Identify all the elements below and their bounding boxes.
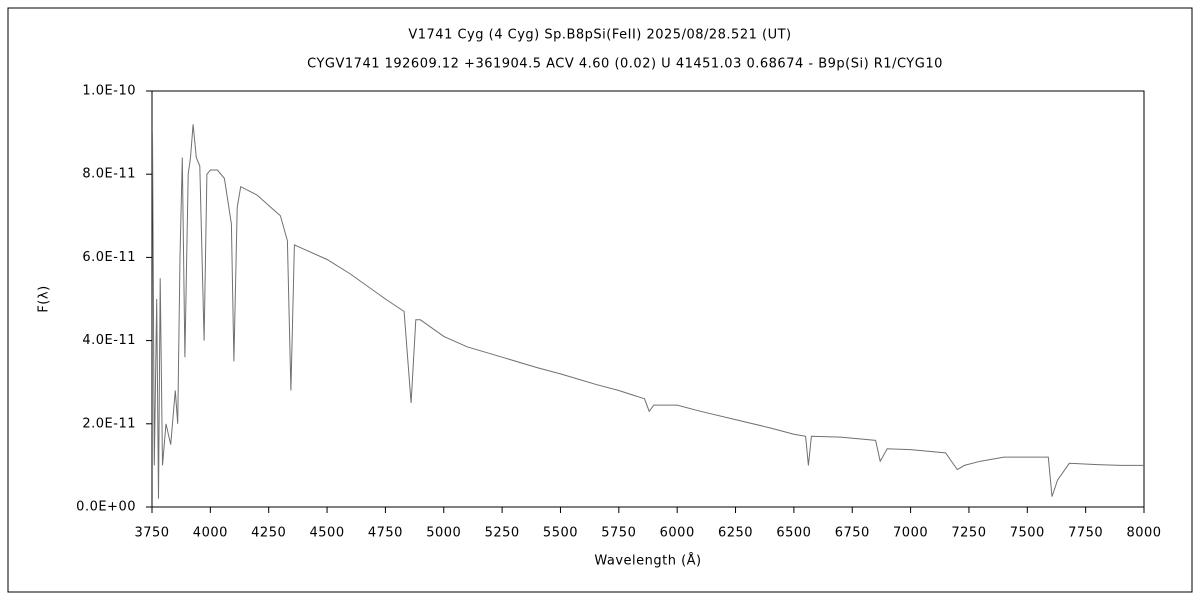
x-tick-label: 7750: [1068, 526, 1103, 541]
x-tick-label: 5750: [601, 526, 636, 541]
x-tick-label: 4000: [193, 526, 228, 541]
x-tick-label: 7000: [893, 526, 928, 541]
chart-subtitle: CYGV1741 192609.12 +361904.5 ACV 4.60 (0…: [307, 57, 943, 72]
x-tick-label: 5000: [426, 526, 461, 541]
y-tick-label: 2.0E-11: [82, 416, 136, 431]
x-tick-label: 3750: [134, 526, 169, 541]
x-tick-label: 6250: [718, 526, 753, 541]
x-tick-label: 7250: [951, 526, 986, 541]
chart-title: V1741 Cyg (4 Cyg) Sp.B8pSi(FeII) 2025/08…: [408, 28, 791, 43]
x-tick-label: 7500: [1010, 526, 1045, 541]
y-tick-label: 1.0E-10: [82, 84, 136, 99]
x-tick-label: 4250: [251, 526, 286, 541]
x-tick-label: 6750: [835, 526, 870, 541]
x-tick-label: 6000: [660, 526, 695, 541]
spectrum-line: [152, 124, 1144, 499]
y-tick-label: 0.0E+00: [76, 500, 136, 515]
y-tick-label: 8.0E-11: [82, 167, 136, 182]
x-axis-label: Wavelength (Å): [594, 553, 701, 569]
x-tick-label: 8000: [1126, 526, 1161, 541]
x-tick-label: 5250: [485, 526, 520, 541]
y-tick-label: 4.0E-11: [82, 333, 136, 348]
y-tick-label: 6.0E-11: [82, 250, 136, 265]
x-tick-label: 4500: [310, 526, 345, 541]
frame: [7, 7, 1193, 593]
y-axis-label: F(λ): [37, 285, 52, 312]
x-tick-label: 4750: [368, 526, 403, 541]
plot-area: [151, 90, 1145, 508]
x-tick-label: 5500: [543, 526, 578, 541]
x-tick-label: 6500: [776, 526, 811, 541]
